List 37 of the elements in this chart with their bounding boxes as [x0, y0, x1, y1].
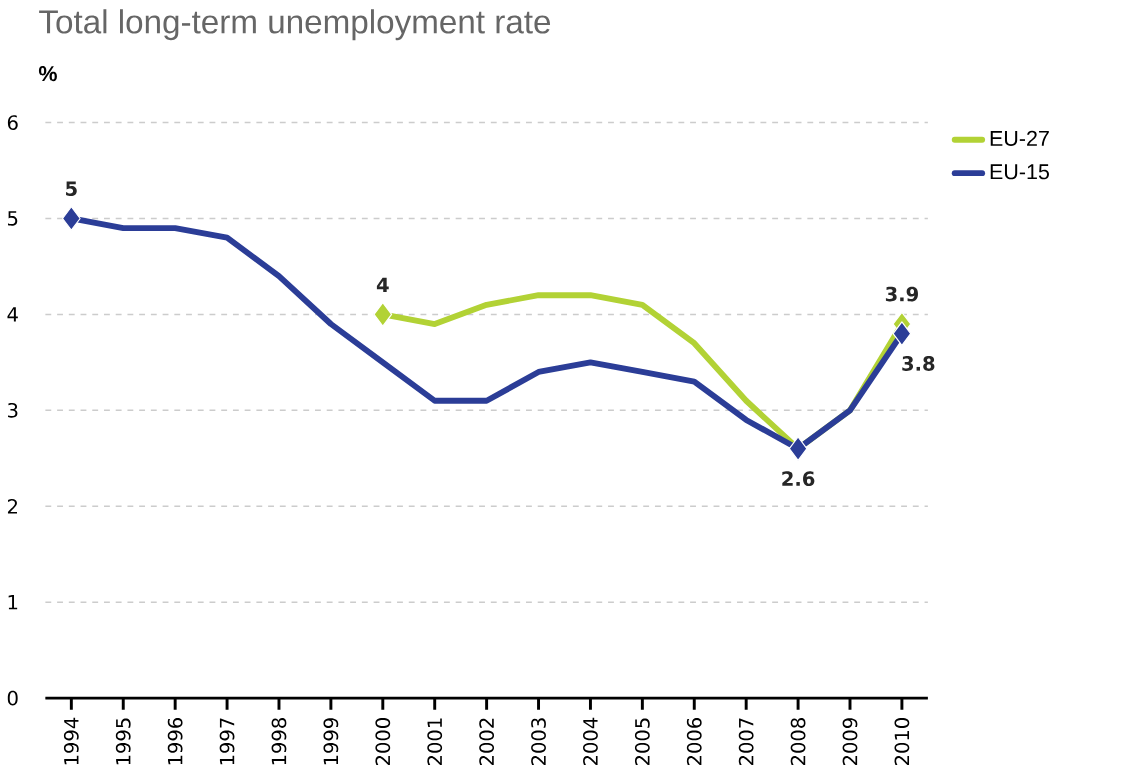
- legend-label: EU-27: [990, 130, 1049, 146]
- x-tick-label: 2006: [686, 717, 702, 766]
- x-tick-label: 1997: [219, 718, 235, 765]
- y-tick-label: 6: [7, 115, 18, 130]
- x-tick-label: 2005: [634, 718, 650, 766]
- y-tick-label: 4: [7, 307, 18, 322]
- x-tick-label: 2003: [531, 718, 546, 766]
- data-label: 3.9: [885, 286, 918, 302]
- x-tick-label: 2000: [375, 718, 391, 766]
- y-axis-title: %: [38, 66, 57, 82]
- x-tick-label: 2009: [842, 718, 858, 766]
- y-tick-label: 5: [8, 211, 18, 226]
- y-tick-label: 3: [8, 402, 18, 418]
- x-tick-label: 1996: [167, 717, 183, 765]
- data-label: 3.8: [902, 356, 935, 371]
- point: [892, 321, 912, 346]
- x-tick-label: 2004: [583, 717, 598, 766]
- x-tick-label: 2002: [479, 718, 495, 766]
- x-tick-label: 1999: [323, 718, 339, 765]
- x-tick-label: 1994: [63, 717, 79, 765]
- data-label: 4: [376, 277, 389, 292]
- chart-title: Total long-term unemployment rate: [39, 9, 551, 41]
- x-tick-label: 1995: [115, 718, 131, 765]
- data-label: 2.6: [782, 471, 815, 487]
- x-tick-label: 2010: [894, 718, 910, 766]
- point: [61, 206, 81, 231]
- y-tick-label: 2: [7, 499, 17, 514]
- point: [788, 436, 808, 462]
- y-tick-label: 0: [7, 690, 18, 706]
- y-tick-label: 1: [8, 595, 18, 610]
- x-tick-label: 2001: [427, 718, 443, 766]
- data-label: 5: [66, 181, 77, 196]
- point: [373, 302, 393, 327]
- legend-label: EU-15: [990, 164, 1049, 180]
- x-tick-label: 1998: [271, 718, 287, 765]
- x-tick-label: 2007: [738, 718, 754, 766]
- x-tick-label: 2008: [790, 718, 806, 766]
